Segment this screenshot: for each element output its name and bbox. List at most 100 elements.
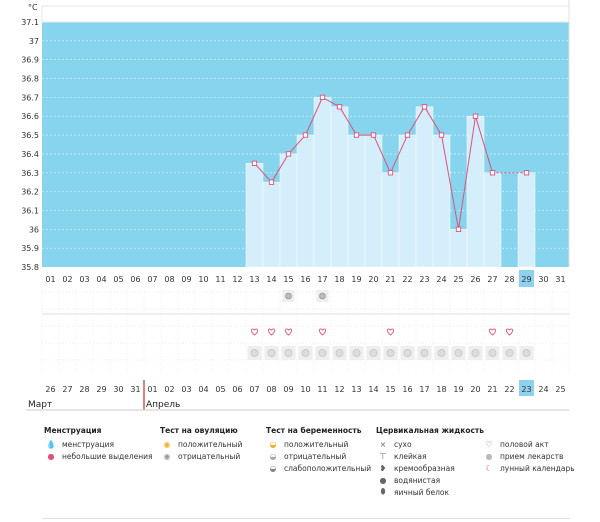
pregnancy-negative-icon: ◒ [269, 451, 277, 461]
cycle-day-label: 17 [317, 275, 327, 284]
legend-cervical-eggwhite: ⬮ яичный белок [376, 486, 484, 498]
cycle-day-label: 22 [402, 275, 412, 284]
legend-label: клейкая [394, 451, 427, 461]
calendar-date-label: 23 [521, 385, 531, 394]
legend-pregnancy-title: Тест на беременность [266, 426, 362, 435]
legend-pregnancy-positive: ◒ положительный [266, 438, 371, 450]
temp-point [472, 113, 479, 119]
temp-bar [279, 153, 298, 268]
cycle-day-label: 05 [113, 275, 123, 284]
temp-bar [364, 134, 383, 268]
cycle-day-label: 10 [198, 275, 208, 284]
temp-bar [330, 106, 349, 268]
pill-icon: ● [485, 451, 493, 461]
heart-icon: ♡ [485, 439, 493, 449]
moon-icon [386, 349, 395, 357]
cycle-day-label: 02 [62, 275, 72, 284]
cycle-day-label: 26 [470, 275, 480, 284]
calendar-date-label: 15 [385, 385, 395, 394]
temp-point [302, 132, 309, 138]
moon-icon [454, 349, 463, 357]
legend-other: ♡ половой акт ● прием лекарств ☾ лунный кал… [482, 438, 575, 474]
moon-icon [369, 349, 378, 357]
calendar-date-label: 02 [164, 385, 174, 394]
legend-label: отрицательный [178, 451, 241, 461]
temp-line [271, 153, 289, 183]
moon-icon [318, 349, 327, 357]
temp-line [407, 106, 425, 136]
temp-line [288, 134, 306, 155]
ovulation-negative-icon [285, 292, 292, 300]
moon-icon [522, 349, 531, 357]
sticky-icon: ⊤ [379, 451, 387, 461]
calendar-date-label: 11 [317, 385, 327, 394]
cycle-day-label: 29 [521, 275, 531, 284]
cycle-day-label: 13 [249, 275, 259, 284]
calendar-date-label: 01 [147, 385, 157, 394]
legend-medication: ● прием лекарств [482, 450, 575, 462]
calendar-date-label: 03 [181, 385, 191, 394]
calendar-date-label: 05 [215, 385, 225, 394]
moon-icon [250, 349, 259, 357]
cycle-day-label: 08 [164, 275, 174, 284]
temp-bar [381, 172, 400, 268]
heart-icon [285, 328, 292, 336]
cycle-day-label: 07 [147, 275, 157, 284]
calendar-date-label: 19 [453, 385, 463, 394]
cycle-day-label: 25 [453, 275, 463, 284]
legend-label: слабоположительный [284, 463, 372, 473]
moon-icon [267, 349, 276, 357]
calendar-date-label: 20 [470, 385, 480, 394]
cycle-day-label: 30 [538, 275, 548, 284]
temp-point [336, 104, 343, 110]
cycle-day-label: 03 [79, 275, 89, 284]
temp-bar [347, 134, 366, 268]
y-tick-label: 36.1 [21, 206, 39, 215]
ovulation-negative-icon [319, 292, 326, 300]
calendar-date-label: 16 [402, 385, 412, 394]
temp-bar [449, 229, 468, 268]
calendar-date-label: 24 [538, 385, 548, 394]
cycle-day-label: 27 [487, 275, 497, 284]
cycle-day-label: 31 [555, 275, 565, 284]
legend-label: кремообразная [394, 463, 455, 473]
y-tick-label: 37 [29, 37, 39, 46]
bbt-chart: °C 35.8 35.9 36 36.1 36.2 36.3 36.4 36.5 36.6 36.7… [21, 0, 570, 411]
temp-point [438, 132, 445, 138]
temp-bar [262, 181, 281, 268]
calendar-date-label: 12 [334, 385, 344, 394]
legend-menstruation-item: 💧 менструация [44, 438, 153, 450]
moon-icon [284, 349, 293, 357]
calendar-date-label: 13 [351, 385, 361, 394]
cycle-day-label: 18 [334, 275, 344, 284]
legend-pregnancy-negative: ◒ отрицательный [266, 450, 371, 462]
heart-icon [387, 328, 394, 336]
moon-icon [301, 349, 310, 357]
legend-ovulation-negative: ◉ отрицательный [160, 450, 242, 462]
calendar-date-label: 08 [266, 385, 276, 394]
legend-cervical-creamy: ❥ кремообразная [376, 462, 484, 474]
cycle-day-label: 04 [96, 275, 106, 284]
legend-pregnancy-weak: ◒ слабоположительный [266, 462, 372, 474]
calendar-date-label: 30 [113, 385, 123, 394]
bottom-divider [42, 518, 570, 519]
calendar-date-label: 28 [79, 385, 89, 394]
cycle-day-label: 20 [368, 275, 378, 284]
small-drop-icon: ● [47, 451, 55, 461]
cycle-day-label: 28 [504, 275, 514, 284]
legend-cervical: Цервикальная жидкость × сухо ⊤ клейкая ❥ кр… [376, 426, 484, 498]
temp-line [441, 134, 459, 230]
ovulation-negative-icon: ◉ [163, 451, 171, 461]
cycle-day-label: 23 [419, 275, 429, 284]
temp-line [305, 97, 323, 136]
temp-point [370, 132, 377, 138]
temp-line [424, 106, 442, 136]
y-tick-label: 36.6 [21, 112, 39, 121]
legend-menstruation-title: Менструация [44, 426, 102, 435]
y-tick-label: 35.8 [21, 263, 39, 272]
legend-moon: ☾ лунный календарь [482, 462, 574, 474]
cycle-day-label: 16 [300, 275, 310, 284]
calendar-date-label: 26 [45, 385, 55, 394]
cycle-day-label: 14 [266, 275, 276, 284]
